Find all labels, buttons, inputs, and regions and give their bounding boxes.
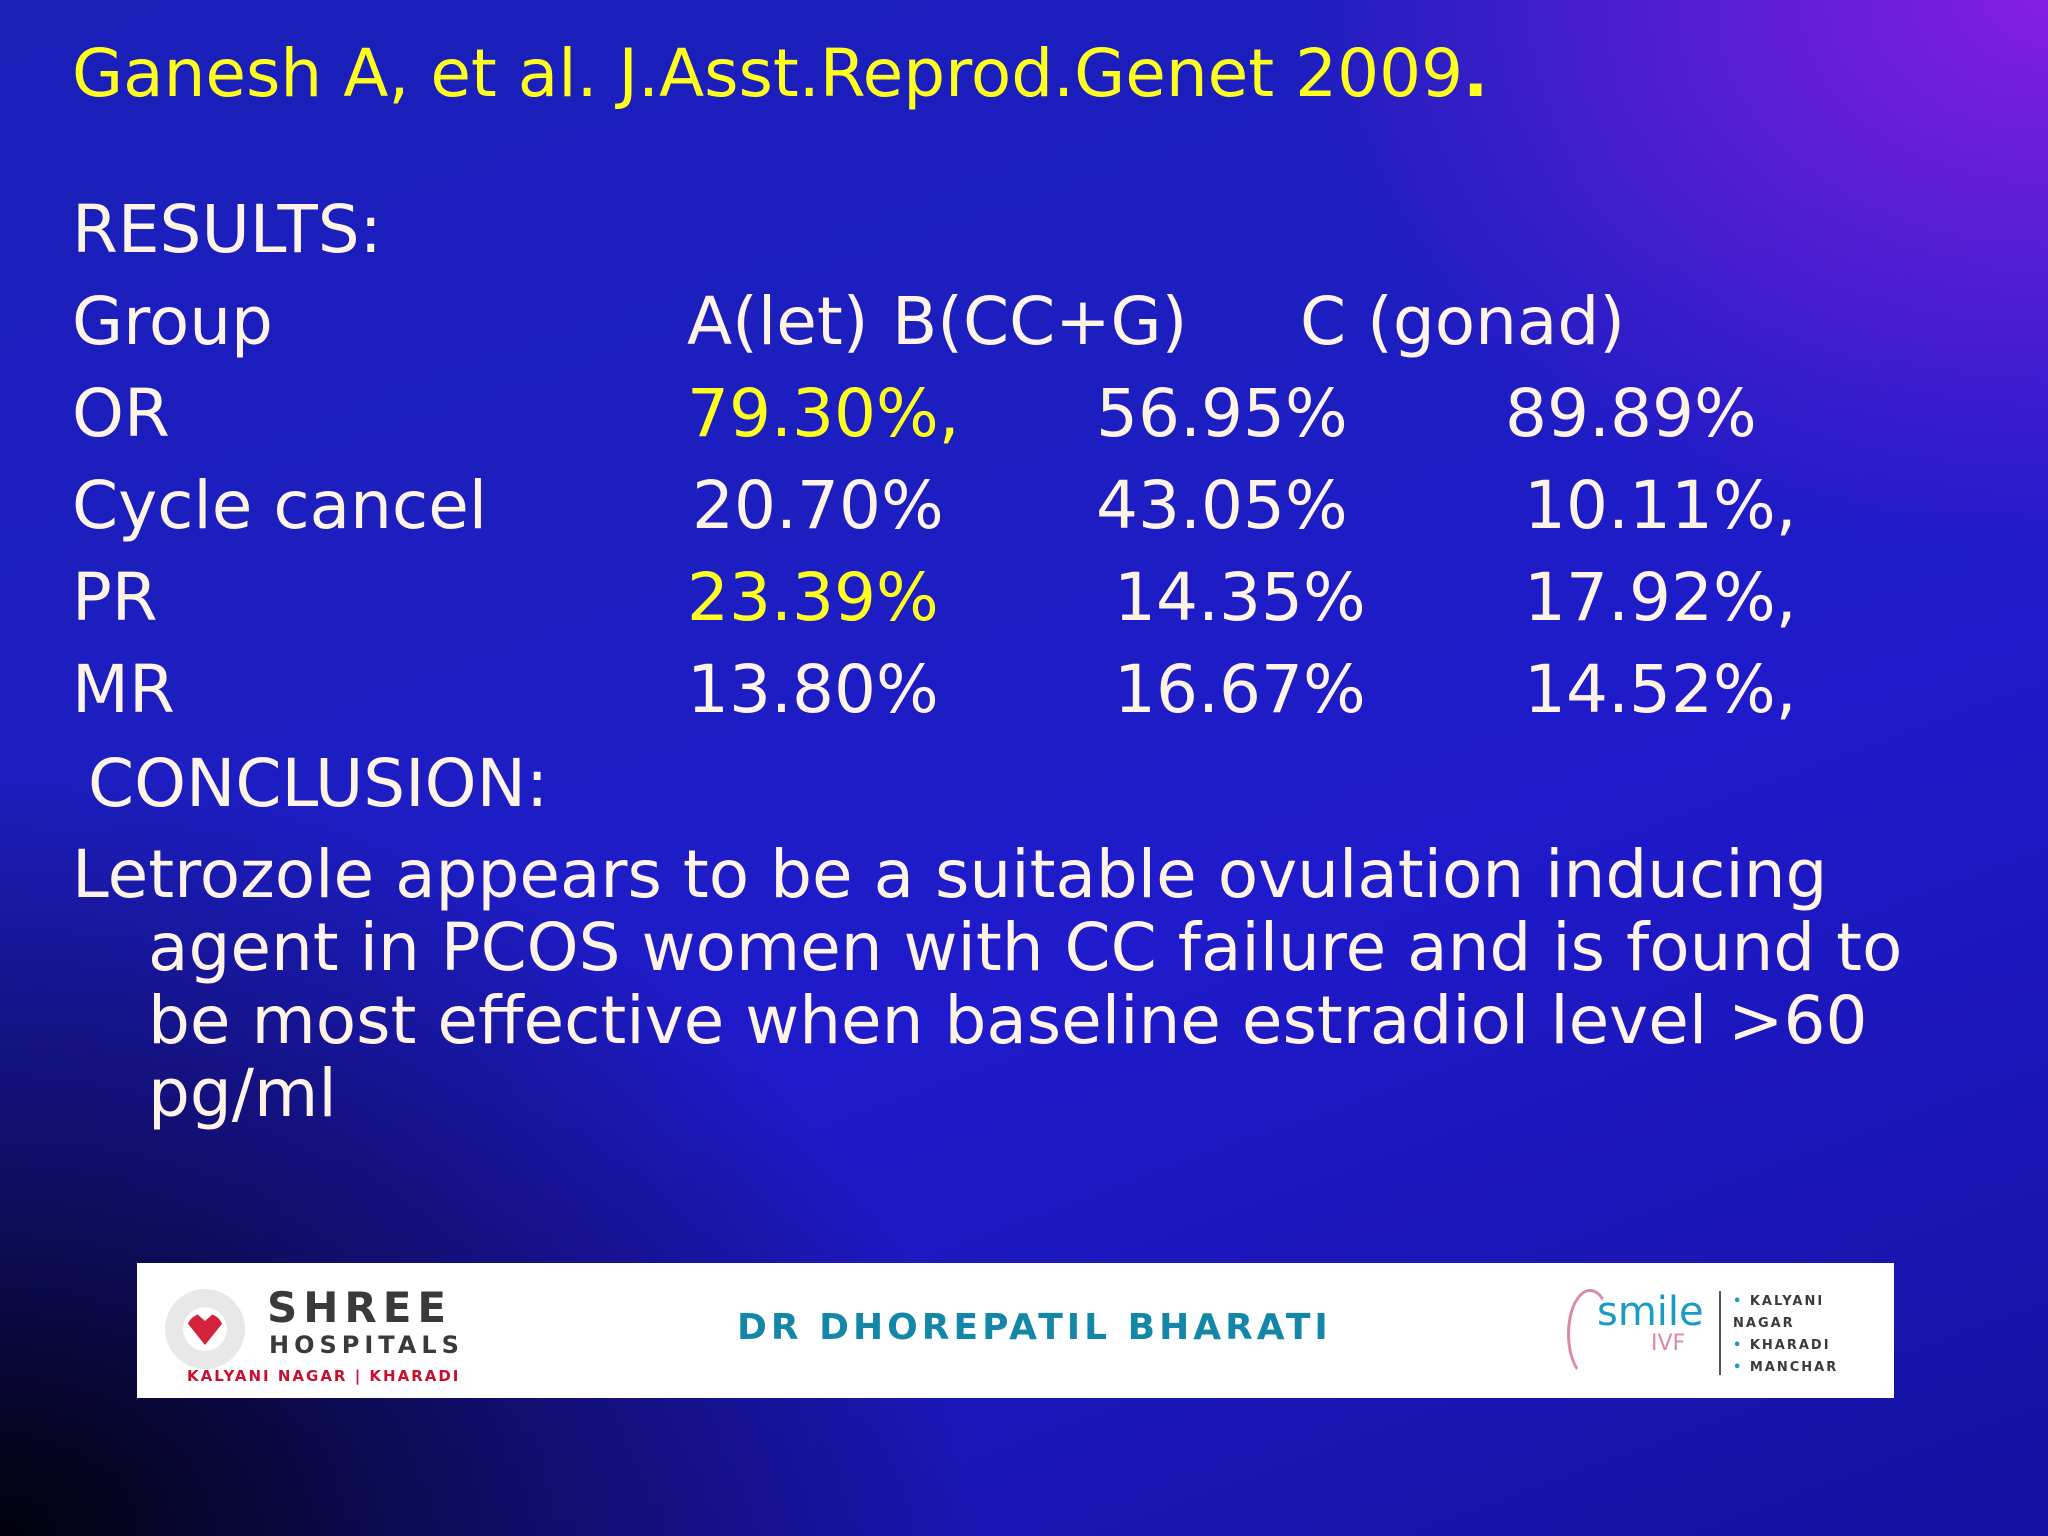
smile-divider [1719, 1291, 1721, 1375]
table-header-row: Group A(let) B(CC+G) C (gonad) [72, 282, 1972, 362]
cell-c: 17.92%, [1524, 559, 1797, 636]
row-label: Cycle cancel [72, 467, 488, 544]
shree-hospitals-logo: SHREE HOSPITALS KALYANI NAGAR | KHARADI [157, 1277, 461, 1387]
shree-name: SHREE [267, 1283, 453, 1332]
cell-a: 13.80% [687, 651, 939, 728]
smile-location: KALYANI NAGAR [1733, 1291, 1887, 1335]
header-group-c: C (gonad) [1300, 283, 1626, 360]
cell-a: 20.70% [692, 467, 944, 544]
cell-c: 10.11%, [1524, 467, 1797, 544]
row-label: MR [72, 651, 175, 728]
smile-location: KHARADI [1733, 1335, 1887, 1357]
smile-ivf-logo: smile IVF KALYANI NAGAR KHARADI MANCHAR [1567, 1285, 1887, 1385]
citation-punct: . [1463, 35, 1489, 112]
header-group-b: B(CC+G) [892, 283, 1188, 360]
header-group-a: A(let) [687, 283, 869, 360]
citation-text: Ganesh A, et al. J.Asst.Reprod.Genet 200… [72, 35, 1464, 112]
conclusion-heading: CONCLUSION: [88, 745, 549, 822]
footer-banner: SHREE HOSPITALS KALYANI NAGAR | KHARADI … [137, 1263, 1894, 1398]
cell-b: 56.95% [1096, 375, 1348, 452]
table-row-mr: MR 13.80% 16.67% 14.52%, [72, 650, 1972, 730]
cell-a: 23.39% [687, 559, 939, 636]
smile-word: smile [1597, 1289, 1704, 1335]
shree-sub: HOSPITALS [269, 1331, 464, 1359]
results-heading: RESULTS: [72, 191, 382, 268]
table-row-pr: PR 23.39% 14.35% 17.92%, [72, 558, 1972, 638]
smile-location: MANCHAR [1733, 1357, 1887, 1379]
row-label: OR [72, 375, 170, 452]
conclusion-text: Letrozole appears to be a suitable ovula… [72, 836, 1903, 1132]
shree-locations: KALYANI NAGAR | KHARADI [187, 1367, 461, 1385]
cell-c: 14.52%, [1524, 651, 1797, 728]
doctor-name: DR DHOREPATIL BHARATI [737, 1307, 1332, 1348]
smile-locations: KALYANI NAGAR KHARADI MANCHAR [1733, 1291, 1887, 1379]
cell-c: 89.89% [1505, 375, 1757, 452]
cell-b: 43.05% [1096, 467, 1348, 544]
header-group-label: Group [72, 283, 273, 360]
cell-a: 79.30%, [687, 375, 960, 452]
shree-mark-icon [165, 1289, 245, 1369]
table-row-or: OR 79.30%, 56.95% 89.89% [72, 374, 1972, 454]
cell-b: 14.35% [1114, 559, 1366, 636]
row-label: PR [72, 559, 158, 636]
table-row-cycle-cancel: Cycle cancel 20.70% 43.05% 10.11%, [72, 466, 1972, 546]
cell-b: 16.67% [1114, 651, 1366, 728]
citation-title: Ganesh A, et al. J.Asst.Reprod.Genet 200… [72, 34, 1488, 114]
smile-swirl-icon [1567, 1289, 1613, 1379]
smile-ivf: IVF [1651, 1331, 1686, 1356]
